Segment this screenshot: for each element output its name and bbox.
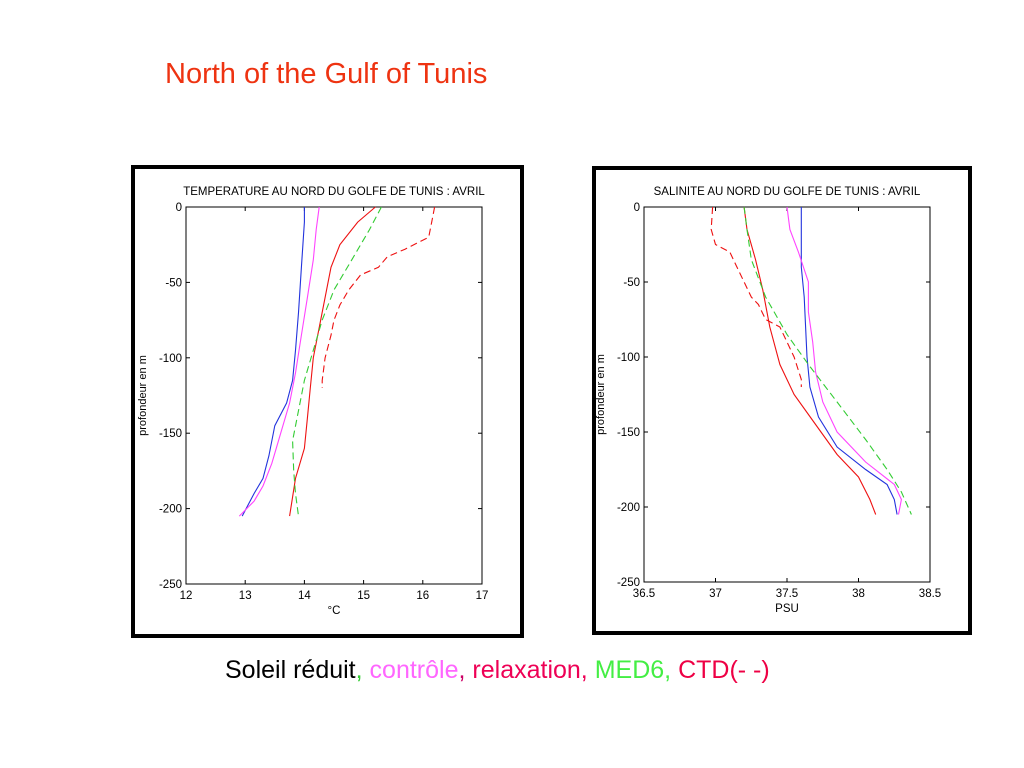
series-line-controle [238,206,320,517]
x-axis-label: °C [328,605,341,617]
x-tick-label: 36.5 [633,588,655,600]
legend-relaxation: relaxation, [472,656,595,684]
x-tick-label: 14 [298,590,311,602]
y-tick-label: -100 [617,352,640,364]
y-axis-label: profondeur en m [596,354,607,435]
y-tick-label: 0 [634,202,640,214]
legend-controle: contrôle [369,656,459,684]
y-tick-label: -150 [617,427,640,439]
y-tick-label: 0 [176,202,182,214]
temperature-chart-panel: TEMPERATURE AU NORD DU GOLFE DE TUNIS : … [131,165,524,638]
y-tick-label: -50 [623,277,640,289]
plot-frame [643,206,931,583]
series-line-relaxation [743,206,877,515]
series-line-med6 [292,206,382,517]
legend-med6: MED6, [594,656,679,684]
y-tick-label: -150 [159,428,182,440]
legend-separator: , [355,656,370,684]
plot-frame [185,206,483,585]
series-line-med6 [743,206,912,515]
chart-title: TEMPERATURE AU NORD DU GOLFE DE TUNIS : … [183,186,485,198]
legend-soleil-reduit: Soleil réduit [225,656,356,684]
series-line-ctd [321,206,436,388]
series-line-soleil-reduit [800,207,898,515]
temperature-chart: TEMPERATURE AU NORD DU GOLFE DE TUNIS : … [137,186,489,617]
y-axis-label: profondeur en m [137,355,149,436]
x-tick-label: 38.5 [919,588,941,600]
y-tick-label: -200 [159,504,182,516]
legend-ctd: CTD(- -) [678,656,770,684]
x-tick-label: 16 [416,590,429,602]
y-tick-label: -250 [159,579,182,591]
series-line-controle [786,206,902,515]
series-line-soleil-reduit [241,207,305,517]
series-line-relaxation [289,206,376,517]
chart-title: SALINITE AU NORD DU GOLFE DE TUNIS : AVR… [654,186,921,198]
y-tick-label: -50 [165,277,182,289]
x-tick-label: 17 [476,590,489,602]
x-axis-label: PSU [775,603,799,615]
x-tick-label: 37.5 [776,588,798,600]
x-tick-label: 13 [239,590,252,602]
legend-separator: , [458,656,473,684]
x-tick-label: 37 [709,588,722,600]
slide-title: North of the Gulf of Tunis [165,58,488,90]
y-tick-label: -100 [159,353,182,365]
x-tick-label: 38 [852,588,865,600]
x-tick-label: 12 [180,590,193,602]
series-line-ctd [710,206,802,387]
series-legend: Soleil réduit, contrôle, relaxation, MED… [225,656,770,685]
salinity-chart: SALINITE AU NORD DU GOLFE DE TUNIS : AVR… [596,186,941,615]
y-tick-label: -200 [617,502,640,514]
y-tick-label: -250 [617,577,640,589]
salinity-chart-panel: SALINITE AU NORD DU GOLFE DE TUNIS : AVR… [592,166,972,635]
x-tick-label: 15 [357,590,370,602]
